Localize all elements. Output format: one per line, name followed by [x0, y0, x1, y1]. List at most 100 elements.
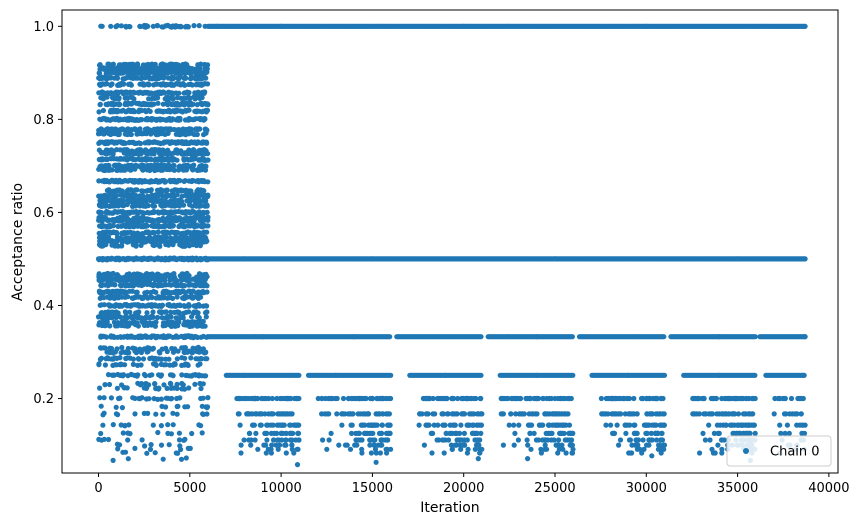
- data-point: [132, 126, 138, 132]
- data-point: [101, 395, 107, 401]
- data-point: [119, 294, 125, 300]
- data-point: [113, 309, 119, 315]
- data-point: [135, 294, 141, 300]
- data-point: [169, 74, 175, 80]
- data-point: [173, 315, 179, 321]
- data-point: [155, 396, 161, 402]
- data-point: [184, 198, 190, 204]
- data-point: [140, 81, 146, 87]
- data-point: [199, 109, 205, 115]
- data-point: [177, 395, 183, 401]
- data-point: [181, 345, 187, 351]
- data-point: [176, 197, 182, 204]
- data-point: [108, 395, 114, 401]
- data-point: [193, 126, 199, 132]
- data-point: [154, 23, 161, 29]
- data-point: [132, 157, 138, 163]
- data-point: [153, 81, 159, 87]
- data-point: [203, 101, 210, 107]
- data-point: [189, 314, 195, 320]
- data-point: [194, 167, 200, 173]
- data-point: [181, 178, 187, 184]
- data-point: [172, 361, 178, 367]
- data-point: [162, 322, 168, 329]
- data-point: [105, 217, 111, 223]
- data-point: [125, 95, 131, 101]
- data-point: [138, 349, 144, 356]
- data-point: [179, 372, 185, 378]
- data-point: [146, 166, 152, 172]
- data-point: [151, 166, 157, 172]
- data-point: [114, 362, 120, 368]
- data-point: [109, 126, 115, 132]
- data-point: [179, 140, 185, 146]
- data-point: [134, 349, 140, 355]
- data-point: [165, 217, 171, 223]
- data-point: [115, 131, 121, 138]
- data-point: [182, 404, 188, 410]
- data-point: [169, 229, 175, 235]
- data-point: [141, 371, 147, 378]
- data-point: [96, 178, 102, 184]
- data-point: [174, 95, 181, 101]
- data-point: [184, 100, 191, 107]
- data-point: [134, 373, 140, 379]
- data-point: [186, 150, 192, 156]
- data-point: [104, 229, 110, 235]
- data-point: [153, 362, 159, 368]
- data-point: [186, 302, 192, 308]
- data-point: [174, 356, 180, 362]
- data-point: [166, 242, 172, 248]
- data-point: [153, 295, 159, 301]
- data-point: [178, 65, 184, 71]
- data-point: [151, 208, 157, 215]
- data-point: [175, 230, 181, 236]
- data-point: [130, 202, 136, 208]
- data-point: [156, 108, 162, 114]
- data-point: [121, 210, 127, 216]
- data-point: [105, 167, 111, 173]
- data-point: [119, 126, 125, 132]
- data-point: [183, 349, 189, 355]
- data-point: [190, 288, 196, 294]
- data-point: [198, 94, 204, 100]
- data-point: [152, 277, 158, 283]
- data-point: [144, 450, 150, 456]
- data-point: [169, 90, 176, 96]
- data-point: [113, 188, 119, 194]
- data-point: [159, 82, 165, 88]
- data-point: [147, 217, 153, 223]
- data-point: [200, 89, 206, 95]
- data-point: [106, 187, 112, 193]
- data-point: [205, 157, 211, 163]
- data-point: [118, 350, 124, 356]
- data-point: [203, 303, 209, 309]
- data-point: [142, 140, 148, 146]
- data-point: [187, 95, 193, 102]
- data-point: [180, 223, 186, 229]
- data-point: [204, 229, 210, 235]
- data-point: [188, 188, 194, 194]
- data-point: [189, 323, 196, 329]
- data-point: [200, 149, 206, 156]
- data-point: [163, 362, 169, 368]
- data-point: [118, 361, 124, 367]
- data-point: [172, 187, 178, 193]
- data-point: [160, 209, 166, 215]
- data-point: [170, 422, 176, 428]
- data-point: [153, 156, 159, 162]
- data-point: [134, 197, 141, 204]
- data-point: [145, 23, 151, 29]
- data-point: [204, 289, 210, 295]
- data-point: [187, 202, 193, 208]
- data-point: [116, 96, 122, 102]
- data-point: [99, 283, 105, 289]
- data-point: [189, 430, 195, 437]
- data-point: [178, 456, 185, 462]
- data-point: [142, 290, 148, 296]
- data-point: [200, 198, 206, 204]
- data-point: [127, 431, 133, 437]
- data-point: [96, 361, 102, 367]
- data-point: [156, 75, 162, 81]
- data-point: [163, 356, 169, 362]
